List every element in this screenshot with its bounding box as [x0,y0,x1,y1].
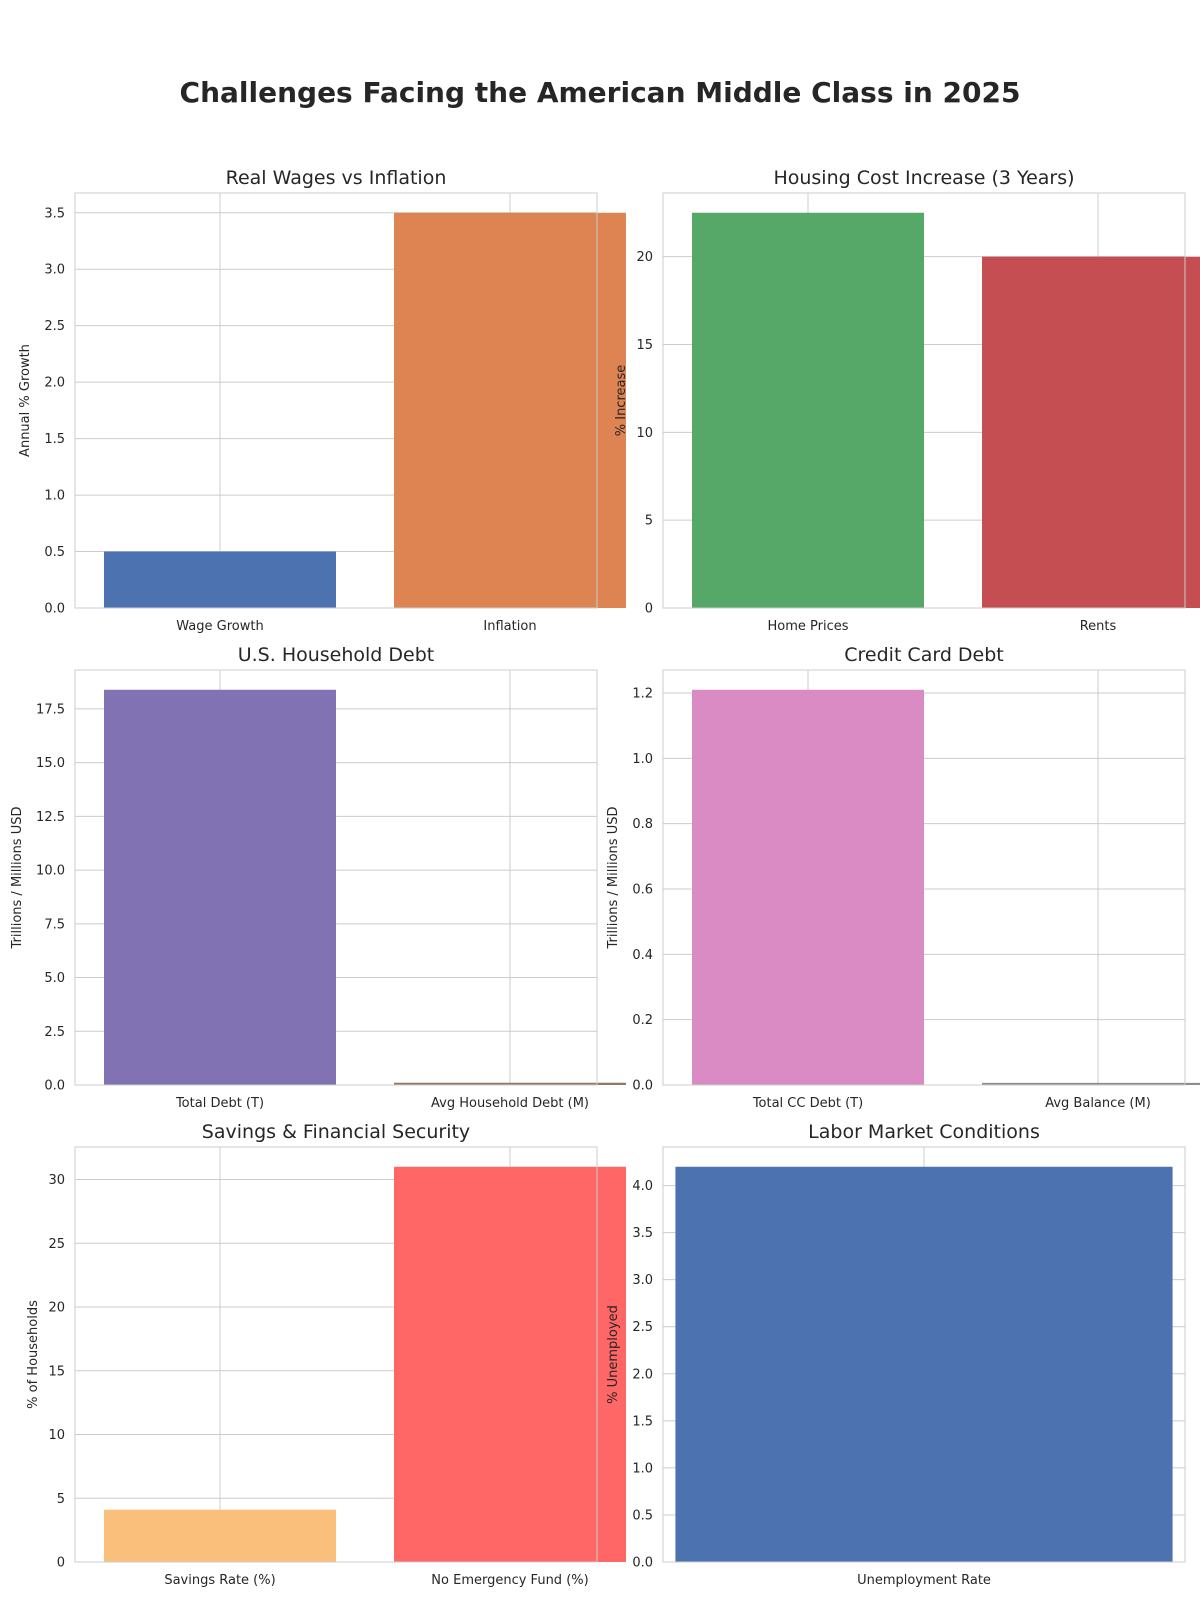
y-tick-label: 25 [48,1237,65,1252]
y-tick-label: 17.5 [36,702,65,717]
panel-title: Labor Market Conditions [808,1121,1040,1143]
axes-frame [74,669,598,1086]
y-tick-label: 1.2 [632,687,653,702]
x-tick-label: Rents [1080,619,1117,634]
x-tick-label: Avg Balance (M) [1045,1096,1151,1111]
chart-panel: 0.0 2.5 5.0 7.5 10.0 12.5 15.0 17.5 Total Debt (… [10,644,626,1111]
y-tick-label: 4.0 [632,1179,653,1194]
y-tick-label: 10.0 [36,864,65,879]
y-tick-label: 15 [636,338,653,353]
bar [104,551,336,608]
x-tick-label: Unemployment Rate [857,1573,991,1588]
y-tick-label: 2.5 [632,1320,653,1335]
y-axis-label: Annual % Growth [18,344,33,457]
y-tick-label: 1.5 [44,432,65,447]
y-tick-label: 0.5 [632,1508,653,1523]
y-tick-label: 0.4 [632,948,653,963]
x-tick-label: Inflation [483,619,536,634]
panel-title: Credit Card Debt [844,644,1004,666]
bar [692,212,924,608]
y-tick-label: 0 [57,1556,65,1571]
y-tick-label: 0.0 [44,1079,65,1094]
figure-title: Challenges Facing the American Middle Cl… [180,76,1021,109]
bar [675,1166,1173,1562]
bar [982,256,1200,608]
bar [104,689,336,1085]
y-tick-label: 2.0 [44,376,65,391]
y-axis-label: Trillions / Millions USD [10,807,25,950]
y-tick-label: 20 [48,1301,65,1316]
chart-panel: 0 5 10 15 20 Home Prices Rents Housing Cost Inc… [614,167,1200,634]
chart-panel: 0 5 10 15 20 25 30 Savings Rate (%) No Emergency… [26,1121,626,1588]
y-tick-label: 10 [48,1428,65,1443]
x-tick-label: Savings Rate (%) [164,1573,275,1588]
axes-frame [74,1146,598,1563]
y-tick-label: 0.5 [44,545,65,560]
panel-title: Savings & Financial Security [202,1121,470,1143]
y-tick-label: 7.5 [44,917,65,932]
y-axis-label: % Unemployed [606,1305,621,1404]
chart-panel: 0.0 0.5 1.0 1.5 2.0 2.5 3.0 3.5 4.0 Unemployment … [606,1121,1186,1588]
y-tick-label: 0 [645,602,653,617]
y-tick-label: 30 [48,1173,65,1188]
bar [104,1509,336,1562]
bar [394,1082,626,1085]
chart-panel: 0.0 0.2 0.4 0.6 0.8 1.0 1.2 Total CC Debt (T) Av… [606,644,1200,1111]
panels: 0.0 0.5 1.0 1.5 2.0 2.5 3.0 3.5 Wage Growth Infla… [10,167,1200,1588]
x-tick-label: Avg Household Debt (M) [431,1096,589,1111]
y-tick-label: 1.0 [632,1461,653,1476]
y-axis-label: Trillions / Millions USD [606,807,621,950]
y-tick-label: 0.8 [632,817,653,832]
bar [692,689,924,1085]
y-tick-label: 0.0 [632,1079,653,1094]
axes-frame [662,1146,1186,1563]
y-tick-label: 3.5 [632,1226,653,1241]
y-tick-label: 3.5 [44,206,65,221]
y-tick-label: 2.5 [44,319,65,334]
x-tick-label: Total Debt (T) [175,1096,264,1111]
y-tick-label: 5.0 [44,971,65,986]
axes-frame [662,669,1186,1086]
panel-title: U.S. Household Debt [238,644,435,666]
y-tick-label: 15.0 [36,756,65,771]
y-tick-label: 3.0 [632,1273,653,1288]
y-tick-label: 0.0 [632,1556,653,1571]
y-tick-label: 2.5 [44,1025,65,1040]
bar [394,212,626,608]
y-tick-label: 2.0 [632,1367,653,1382]
y-axis-label: % Increase [614,365,629,437]
bar [394,1166,626,1562]
y-axis-label: % of Households [26,1300,41,1409]
axes-frame [662,192,1186,609]
y-tick-label: 15 [48,1364,65,1379]
bar [982,1082,1200,1085]
y-tick-label: 20 [636,250,653,265]
panel-title: Real Wages vs Inflation [226,167,447,189]
y-tick-label: 5 [57,1492,65,1507]
y-tick-label: 1.0 [44,489,65,504]
x-tick-label: Total CC Debt (T) [752,1096,863,1111]
y-tick-label: 12.5 [36,810,65,825]
y-tick-label: 3.0 [44,263,65,278]
y-tick-label: 1.0 [632,752,653,767]
chart-panel: 0.0 0.5 1.0 1.5 2.0 2.5 3.0 3.5 Wage Growth Infla… [18,167,626,634]
y-tick-label: 0.6 [632,883,653,898]
x-tick-label: No Emergency Fund (%) [431,1573,588,1588]
y-tick-label: 0.2 [632,1013,653,1028]
axes-frame [74,192,598,609]
x-tick-label: Home Prices [767,619,848,634]
y-tick-label: 0.0 [44,602,65,617]
y-tick-label: 5 [645,514,653,529]
y-tick-label: 10 [636,426,653,441]
panel-title: Housing Cost Increase (3 Years) [773,167,1074,189]
y-tick-label: 1.5 [632,1414,653,1429]
x-tick-label: Wage Growth [176,619,263,634]
